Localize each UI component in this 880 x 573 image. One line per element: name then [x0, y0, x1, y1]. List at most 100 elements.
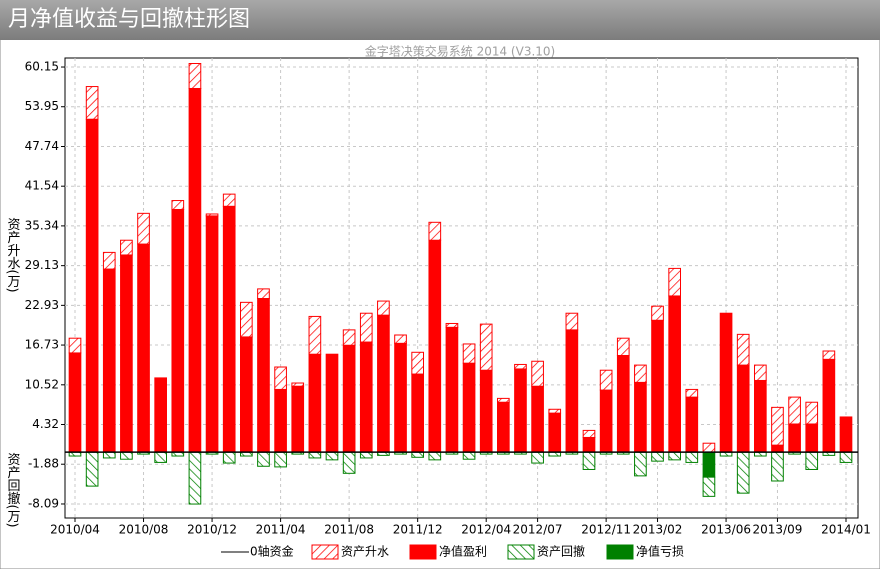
- bar: [736, 364, 750, 453]
- hatched-bar: [531, 451, 544, 464]
- y-tick-label: 41.54: [25, 179, 59, 193]
- legend-label: 净值亏损: [636, 544, 684, 559]
- bar: [548, 412, 562, 453]
- bar: [205, 215, 219, 453]
- hatched-bar: [274, 366, 287, 390]
- hatched-bar: [788, 396, 801, 425]
- x-tick-label: 2012/11: [581, 523, 631, 537]
- x-tick-label: 2010/08: [119, 523, 169, 537]
- x-tick-label: 2011/08: [324, 523, 374, 537]
- x-tick-label: 2012/04: [461, 523, 511, 537]
- x-tick-label: 2011/04: [256, 523, 306, 537]
- bar: [616, 354, 630, 453]
- hatched-bar: [411, 451, 424, 458]
- y-label-bottom: 资产回撤(万): [5, 452, 21, 527]
- hatched-bar: [240, 301, 253, 338]
- legend-swatch: [311, 544, 339, 560]
- y-tick-label: 35.34: [25, 218, 59, 232]
- legend-label: 0轴资金: [250, 544, 294, 559]
- hatched-bar: [462, 451, 476, 460]
- x-tick-label: 2012/07: [513, 523, 563, 537]
- hatched-bar: [839, 451, 853, 463]
- bar: [154, 377, 167, 453]
- y-tick-label: 29.13: [25, 258, 59, 272]
- hatched-bar: [685, 451, 699, 463]
- legend-swatch: [606, 544, 634, 560]
- hatched-bar: [702, 476, 716, 497]
- y-tick-label: 22.93: [25, 298, 59, 312]
- bar: [685, 396, 699, 453]
- hatched-bar: [771, 451, 784, 482]
- y-tick-label: -1.88: [28, 457, 59, 471]
- x-tick-label: 2013/06: [701, 523, 751, 537]
- hatched-bar: [668, 267, 681, 297]
- bar: [582, 436, 596, 453]
- y-label-top: 资产升水(万): [5, 217, 21, 292]
- y-tick-label: 10.52: [25, 377, 59, 391]
- bar: [497, 401, 510, 453]
- hatched-bar: [565, 312, 579, 331]
- hatched-bar: [68, 337, 82, 354]
- bar: [171, 208, 185, 453]
- hatched-bar: [736, 451, 750, 494]
- hatched-bar: [685, 388, 699, 398]
- bar: [565, 329, 579, 453]
- hatched-bar: [805, 401, 819, 425]
- hatched-bar: [582, 451, 596, 470]
- hatched-bar: [702, 442, 716, 453]
- bar: [137, 243, 150, 453]
- hatched-bar: [102, 451, 116, 459]
- hatched-bar: [822, 350, 836, 360]
- hatched-bar: [257, 451, 270, 467]
- bar: [599, 389, 613, 453]
- hatched-bar: [411, 351, 424, 375]
- bar: [445, 326, 459, 453]
- bar: [188, 87, 202, 453]
- hatched-bar: [120, 451, 133, 460]
- hatched-bar: [188, 451, 202, 505]
- x-tick-label: 2013/09: [753, 523, 803, 537]
- hatched-bar: [651, 451, 664, 462]
- hatched-bar: [634, 364, 647, 383]
- header-title: 月净值收益与回撤柱形图: [8, 7, 250, 32]
- hatched-bar: [428, 451, 442, 461]
- bar: [754, 379, 767, 453]
- hatched-bar: [599, 369, 613, 391]
- hatched-bar: [137, 212, 150, 245]
- y-tick-label: 60.15: [25, 60, 59, 74]
- bar: [805, 423, 819, 453]
- bar: [257, 298, 270, 453]
- hatched-bar: [359, 451, 373, 459]
- hatched-bar: [308, 451, 322, 459]
- bar: [85, 118, 99, 453]
- x-tick-label: 2011/12: [393, 523, 443, 537]
- x-tick-label: 2010/04: [50, 523, 100, 537]
- bar: [240, 336, 253, 453]
- hatched-bar: [736, 333, 750, 366]
- x-tick-label: 2013/02: [633, 523, 683, 537]
- hatched-bar: [308, 315, 322, 355]
- hatched-bar: [497, 397, 510, 403]
- bar: [222, 205, 236, 453]
- y-tick-label: 53.95: [25, 99, 59, 113]
- hatched-bar: [188, 63, 202, 89]
- hatched-bar: [805, 451, 819, 470]
- hatched-bar: [102, 251, 116, 270]
- hatched-bar: [582, 429, 596, 438]
- hatched-bar: [85, 86, 99, 120]
- hatched-bar: [428, 221, 442, 241]
- hatched-bar: [754, 364, 767, 381]
- hatched-bar: [514, 363, 527, 370]
- hatched-bar: [445, 322, 459, 328]
- hatched-bar: [120, 239, 133, 256]
- legend-label: 资产升水: [341, 545, 389, 559]
- bar: [68, 352, 82, 453]
- bar: [394, 342, 407, 453]
- bar: [668, 295, 681, 453]
- hatched-bar: [394, 334, 407, 344]
- hatched-bar: [548, 408, 562, 414]
- hatched-bar: [616, 337, 630, 356]
- bar: [325, 353, 339, 453]
- hatched-bar: [274, 451, 287, 468]
- hatched-bar: [342, 451, 356, 474]
